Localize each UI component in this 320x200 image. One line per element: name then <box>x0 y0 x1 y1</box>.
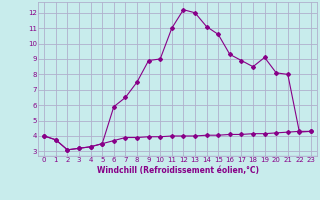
X-axis label: Windchill (Refroidissement éolien,°C): Windchill (Refroidissement éolien,°C) <box>97 166 259 175</box>
